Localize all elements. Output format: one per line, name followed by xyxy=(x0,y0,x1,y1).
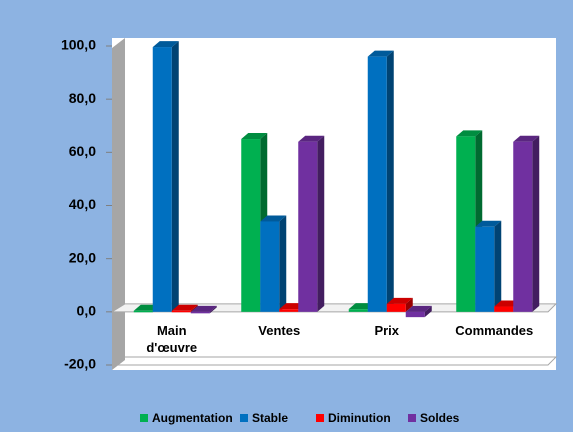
legend-item: Soldes xyxy=(408,411,459,425)
bar xyxy=(348,309,368,312)
bar xyxy=(386,303,406,312)
bar-top xyxy=(241,133,268,140)
legend-label: Soldes xyxy=(420,411,460,425)
bar-top xyxy=(190,305,217,312)
bottom-floor xyxy=(110,356,558,366)
x-tick-label: Ventes xyxy=(258,322,301,338)
bar xyxy=(367,56,387,312)
legend-label: Augmentation xyxy=(152,411,233,425)
legend-swatch xyxy=(240,414,248,422)
bar xyxy=(241,139,261,312)
x-tick-label: Main d'œuvre xyxy=(146,322,198,355)
legend-item: Augmentation xyxy=(140,411,233,425)
legend-swatch xyxy=(140,414,148,422)
x-tick-label: Commandes xyxy=(455,322,534,338)
legend-swatch xyxy=(408,414,416,422)
legend-swatch xyxy=(316,414,324,422)
bar-top xyxy=(260,215,287,222)
bar-top xyxy=(298,135,325,142)
bar-top xyxy=(405,305,432,312)
bar-side xyxy=(279,215,287,312)
bar xyxy=(133,310,153,313)
side-wall xyxy=(112,38,125,370)
bar-top xyxy=(386,297,413,304)
bar xyxy=(513,141,533,312)
bar xyxy=(279,309,299,312)
bar-top xyxy=(456,130,483,137)
bar-side xyxy=(532,135,540,312)
bar xyxy=(171,310,191,313)
legend-label: Diminution xyxy=(328,411,391,425)
bar-top xyxy=(513,135,540,142)
bar-top xyxy=(475,220,502,227)
bar-side xyxy=(317,135,325,312)
bar xyxy=(475,226,495,312)
bar-side xyxy=(405,297,413,312)
legend-item: Diminution xyxy=(316,411,391,425)
legend-label: Stable xyxy=(252,411,289,425)
bar-top xyxy=(152,41,179,48)
legend-item: Stable xyxy=(240,411,288,425)
y-tick-label: 100,0 xyxy=(61,37,96,53)
bar-side xyxy=(386,50,394,312)
x-tick-label: Prix xyxy=(374,322,400,338)
bar xyxy=(260,221,280,312)
bar-side xyxy=(494,220,502,312)
y-tick-label: 80,0 xyxy=(69,90,96,106)
y-tick-label: 60,0 xyxy=(69,143,96,159)
bar-side xyxy=(171,41,179,312)
bar xyxy=(190,311,210,314)
y-tick-label: 0,0 xyxy=(77,303,97,319)
bar xyxy=(152,47,172,312)
bar xyxy=(494,306,514,312)
bar xyxy=(456,136,476,312)
bar-side xyxy=(209,305,217,314)
y-tick-label: 40,0 xyxy=(69,196,96,212)
bar-side xyxy=(424,305,432,318)
y-tick-label: 20,0 xyxy=(69,249,96,265)
bar-top xyxy=(367,50,394,57)
y-tick-label: -20,0 xyxy=(64,356,96,372)
bar-top xyxy=(171,304,198,311)
bar xyxy=(298,141,318,312)
bar xyxy=(405,311,425,318)
